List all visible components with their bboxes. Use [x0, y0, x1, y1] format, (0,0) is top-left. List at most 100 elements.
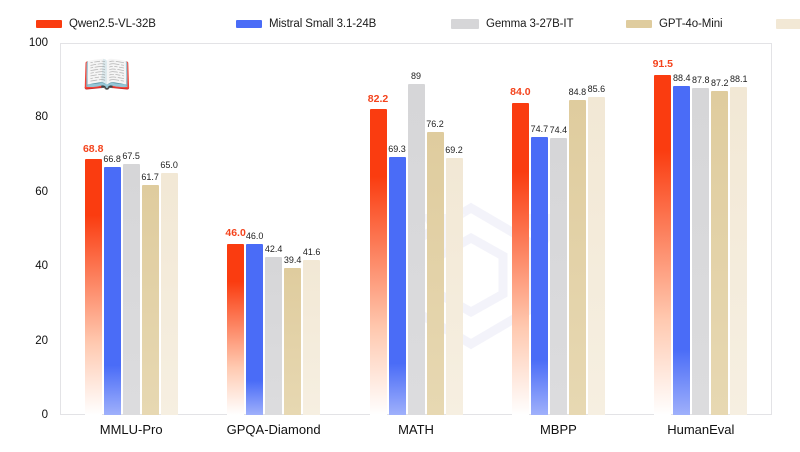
- bar-group-bars: 68.8 66.8 67.5 61.7 65.0: [79, 43, 184, 415]
- bar-rect: [549, 138, 567, 415]
- bar-value-label: 65.0: [160, 160, 178, 171]
- bar-rect: [692, 88, 710, 415]
- bar-rect: [246, 243, 264, 415]
- legend-swatch-icon: [36, 20, 62, 28]
- bar-rect: [426, 131, 444, 415]
- x-axis-tick-mbpp: MBPP: [539, 422, 577, 437]
- y-axis-labels: 0 20 40 60 80 100: [0, 0, 56, 452]
- x-axis-tick-gpqa-diamond: GPQA-Diamond: [226, 422, 321, 437]
- bar-rect: [122, 163, 140, 415]
- bar-rect: [673, 86, 691, 415]
- bar-value-label: 46.0: [225, 227, 246, 240]
- legend-item-1[interactable]: Mistral Small 3.1-24B: [236, 18, 451, 30]
- x-axis-tick-math: MATH: [398, 422, 434, 437]
- bar-value-label: 69.2: [445, 144, 463, 155]
- legend-item-2[interactable]: Gemma 3-27B-IT: [451, 18, 626, 30]
- bar-3-3[interactable]: 84.8: [569, 43, 586, 415]
- bar-value-label: 68.8: [82, 142, 104, 155]
- bar-group-mmlu-pro: 68.8 66.8 67.5 61.7 65.0: [79, 43, 184, 415]
- bar-value-label: 42.4: [264, 244, 283, 255]
- bar-rect: [568, 99, 586, 415]
- bar-2-2[interactable]: 89: [407, 43, 425, 415]
- bar-value-label: 61.7: [141, 172, 159, 183]
- bar-group-bars: 82.2 69.3 89 76.2 69.2: [364, 43, 469, 415]
- bar-value-label: 91.5: [652, 58, 674, 71]
- legend-label: GPT-4o-Mini: [659, 18, 723, 30]
- bar-rect: [103, 166, 121, 415]
- bar-group-math: 82.2 69.3 89 76.2 69.2: [364, 43, 469, 415]
- bar-4-3[interactable]: 85.6: [588, 43, 605, 415]
- chart-legend: Qwen2.5-VL-32B Mistral Small 3.1-24B Gemma…: [36, 14, 800, 34]
- bar-value-label: 88.4: [673, 73, 691, 84]
- bar-value-label: 89: [410, 70, 422, 81]
- bar-rect: [407, 83, 425, 415]
- bar-1-3[interactable]: 74.7: [531, 43, 548, 415]
- bar-3-4[interactable]: 87.2: [711, 43, 729, 415]
- bar-value-label: 46.0: [245, 230, 264, 241]
- bar-rect: [303, 260, 321, 415]
- bar-1-4[interactable]: 88.4: [673, 43, 691, 415]
- bar-value-label: 85.6: [587, 83, 606, 94]
- bar-0-0[interactable]: 68.8: [82, 43, 104, 415]
- bar-2-4[interactable]: 87.8: [692, 43, 710, 415]
- x-axis-labels: MMLU-Pro GPQA-Diamond MATH MBPP HumanEval: [60, 418, 772, 442]
- bar-value-label: 74.4: [549, 125, 568, 136]
- bar-1-0[interactable]: 66.8: [103, 43, 121, 415]
- bar-rect: [730, 87, 748, 415]
- bar-value-label: 88.1: [730, 74, 748, 85]
- bar-4-4[interactable]: 88.1: [730, 43, 748, 415]
- bar-group-mbpp: 84.0 74.7 74.4 84.8 85.6: [506, 43, 611, 415]
- legend-item-3[interactable]: GPT-4o-Mini: [626, 18, 776, 30]
- bar-rect: [284, 268, 302, 415]
- bar-rect: [160, 173, 178, 415]
- bar-value-label: 66.8: [103, 153, 121, 164]
- bar-2-0[interactable]: 67.5: [122, 43, 140, 415]
- legend-swatch-icon: [236, 20, 262, 28]
- y-axis-tick-20: 20: [35, 334, 48, 347]
- bar-3-1[interactable]: 39.4: [284, 43, 301, 415]
- legend-label: Mistral Small 3.1-24B: [269, 18, 377, 30]
- bar-value-label: 41.6: [302, 247, 321, 258]
- bar-rect: [227, 243, 245, 415]
- bar-value-label: 84.0: [510, 86, 531, 99]
- bar-2-1[interactable]: 42.4: [265, 43, 282, 415]
- bar-0-1[interactable]: 46.0: [225, 43, 246, 415]
- bar-1-2[interactable]: 69.3: [388, 43, 406, 415]
- bar-rect: [587, 96, 605, 415]
- bar-rect: [388, 157, 406, 415]
- y-axis-tick-40: 40: [35, 260, 48, 273]
- bar-3-0[interactable]: 61.7: [141, 43, 159, 415]
- bar-group-humaneval: 91.5 88.4 87.8 87.2 88.1: [648, 43, 753, 415]
- bar-rect: [711, 90, 729, 415]
- y-axis-tick-0: 0: [41, 409, 48, 421]
- y-axis-tick-80: 80: [35, 111, 48, 124]
- bar-group-bars: 84.0 74.7 74.4 84.8 85.6: [506, 43, 611, 415]
- legend-item-4[interactable]: Claude 3.5-Haiku: [776, 18, 800, 30]
- bar-1-1[interactable]: 46.0: [246, 43, 263, 415]
- bar-4-1[interactable]: 41.6: [303, 43, 320, 415]
- bar-4-2[interactable]: 69.2: [445, 43, 463, 415]
- legend-item-0[interactable]: Qwen2.5-VL-32B: [36, 18, 236, 30]
- bar-group-bars: 91.5 88.4 87.8 87.2 88.1: [648, 43, 753, 415]
- bar-rect: [369, 109, 387, 415]
- bar-2-3[interactable]: 74.4: [550, 43, 567, 415]
- bar-rect: [654, 74, 672, 415]
- y-axis-tick-100: 100: [28, 37, 48, 49]
- bar-group-bars: 46.0 46.0 42.4 39.4 41.6: [221, 43, 326, 415]
- bar-rect: [141, 185, 159, 415]
- bar-rect: [445, 157, 463, 415]
- bar-0-4[interactable]: 91.5: [652, 43, 674, 415]
- open-book-icon: 📖: [82, 53, 132, 97]
- bar-0-3[interactable]: 84.0: [510, 43, 531, 415]
- bar-value-label: 69.3: [388, 144, 406, 155]
- bar-rect: [265, 257, 283, 415]
- bar-4-0[interactable]: 65.0: [160, 43, 178, 415]
- bar-value-label: 74.7: [530, 124, 549, 135]
- bar-3-2[interactable]: 76.2: [426, 43, 444, 415]
- bar-rect: [511, 102, 529, 415]
- bar-0-2[interactable]: 82.2: [368, 43, 388, 415]
- x-axis-tick-humaneval: HumanEval: [667, 422, 735, 437]
- bar-value-label: 39.4: [283, 255, 302, 266]
- bar-rect: [530, 137, 548, 415]
